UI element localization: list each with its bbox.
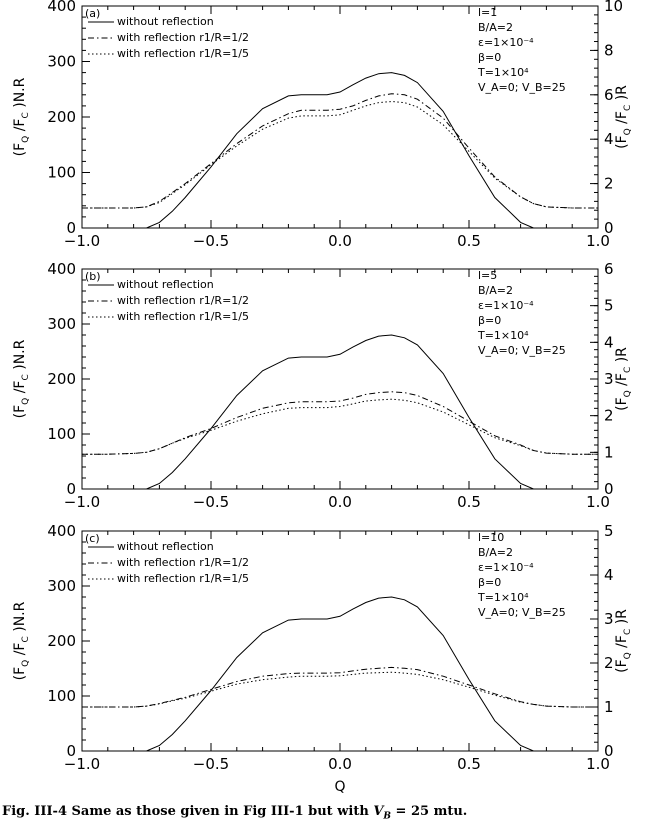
x-tick-label: −0.5 [193, 493, 229, 511]
param-text: l=1 [478, 6, 497, 19]
y-right-tick-label: 8 [604, 41, 614, 59]
legend-entry: with reflection r1/R=1/5 [117, 310, 249, 323]
panel-label: (b) [85, 270, 101, 283]
param-text: ε=1×10⁻⁴ [478, 36, 534, 49]
x-tick-label: 0.5 [457, 755, 481, 773]
y-right-axis-title: (FQ /FC )R [614, 609, 633, 673]
param-text: B/A=2 [478, 284, 513, 297]
param-text: B/A=2 [478, 21, 513, 34]
y-left-tick-label: 0 [66, 219, 76, 237]
x-axis-title: Q [334, 779, 345, 795]
legend-entry: with reflection r1/R=1/2 [117, 31, 249, 44]
y-right-tick-label: 4 [604, 130, 614, 148]
y-left-axis-title: (FQ /FC )N.R [12, 77, 31, 156]
y-left-tick-label: 300 [47, 577, 76, 595]
param-text: V_A=0; V_B=25 [478, 606, 566, 619]
y-left-tick-label: 400 [47, 0, 76, 15]
param-text: β=0 [478, 51, 501, 64]
y-right-tick-label: 0 [604, 480, 614, 498]
y-right-tick-label: 10 [604, 0, 623, 15]
y-right-tick-label: 6 [604, 86, 614, 104]
y-right-axis-title: (FQ /FC )R [614, 347, 633, 411]
legend-entry: without reflection [117, 540, 214, 553]
param-text: β=0 [478, 576, 501, 589]
y-left-tick-label: 200 [47, 370, 76, 388]
x-tick-label: −1.0 [64, 232, 100, 250]
x-tick-label: 1.0 [586, 493, 610, 511]
series-line-2 [82, 666, 598, 708]
y-left-tick-label: 0 [66, 742, 76, 760]
panel-label: (c) [85, 532, 100, 545]
param-text: β=0 [478, 314, 501, 327]
y-right-tick-label: 2 [604, 407, 614, 425]
legend-entry: with reflection r1/R=1/5 [117, 47, 249, 60]
panel-label: (a) [85, 7, 100, 20]
param-text: T=1×10⁴ [477, 66, 529, 79]
y-right-tick-label: 5 [604, 522, 614, 540]
series-line-1 [82, 334, 598, 490]
y-right-tick-label: 1 [604, 698, 614, 716]
y-left-tick-label: 300 [47, 53, 76, 71]
y-left-tick-label: 200 [47, 108, 76, 126]
y-right-tick-label: 5 [604, 297, 614, 315]
x-tick-label: −0.5 [193, 755, 229, 773]
figure-caption: Fig. III-4 Same as those given in Fig II… [2, 804, 468, 822]
y-right-tick-label: 4 [604, 333, 614, 351]
legend-entry: without reflection [117, 15, 214, 28]
x-tick-label: 0.0 [328, 493, 352, 511]
param-text: l=10 [478, 531, 504, 544]
param-text: T=1×10⁴ [477, 329, 529, 342]
x-tick-label: 0.0 [328, 755, 352, 773]
series-line-3 [82, 100, 598, 209]
y-right-tick-label: 2 [604, 175, 614, 193]
y-right-axis-title: (FQ /FC )R [614, 85, 633, 149]
param-text: T=1×10⁴ [477, 591, 529, 604]
y-right-tick-label: 0 [604, 742, 614, 760]
param-text: V_A=0; V_B=25 [478, 344, 566, 357]
series-line-2 [82, 93, 598, 209]
series-line-3 [82, 398, 598, 455]
param-text: V_A=0; V_B=25 [478, 81, 566, 94]
y-right-tick-label: 1 [604, 443, 614, 461]
series-line-1 [82, 72, 598, 229]
legend-entry: without reflection [117, 278, 214, 291]
y-right-tick-label: 3 [604, 370, 614, 388]
x-tick-label: −1.0 [64, 493, 100, 511]
y-left-tick-label: 100 [47, 164, 76, 182]
x-tick-label: −0.5 [193, 232, 229, 250]
param-text: ε=1×10⁻⁴ [478, 561, 534, 574]
param-text: B/A=2 [478, 546, 513, 559]
y-left-tick-label: 100 [47, 687, 76, 705]
y-right-tick-label: 2 [604, 654, 614, 672]
y-left-tick-label: 0 [66, 480, 76, 498]
series-line-1 [82, 596, 598, 752]
x-tick-label: −1.0 [64, 755, 100, 773]
x-tick-label: 0.5 [457, 232, 481, 250]
y-right-tick-label: 3 [604, 610, 614, 628]
y-left-tick-label: 200 [47, 632, 76, 650]
y-right-tick-label: 0 [604, 219, 614, 237]
series-line-2 [82, 391, 598, 455]
y-right-tick-label: 4 [604, 566, 614, 584]
series-line-3 [82, 671, 598, 708]
y-left-tick-label: 100 [47, 425, 76, 443]
x-tick-label: 0.5 [457, 493, 481, 511]
param-text: l=5 [478, 269, 497, 282]
param-text: ε=1×10⁻⁴ [478, 299, 534, 312]
legend-entry: with reflection r1/R=1/2 [117, 556, 249, 569]
legend-entry: with reflection r1/R=1/2 [117, 294, 249, 307]
y-left-tick-label: 400 [47, 522, 76, 540]
y-left-tick-label: 400 [47, 260, 76, 278]
y-left-tick-label: 300 [47, 315, 76, 333]
legend-entry: with reflection r1/R=1/5 [117, 572, 249, 585]
y-right-tick-label: 6 [604, 260, 614, 278]
x-tick-label: 1.0 [586, 755, 610, 773]
y-left-axis-title: (FQ /FC )N.R [12, 601, 31, 680]
x-tick-label: 1.0 [586, 232, 610, 250]
x-tick-label: 0.0 [328, 232, 352, 250]
y-left-axis-title: (FQ /FC )N.R [12, 339, 31, 418]
